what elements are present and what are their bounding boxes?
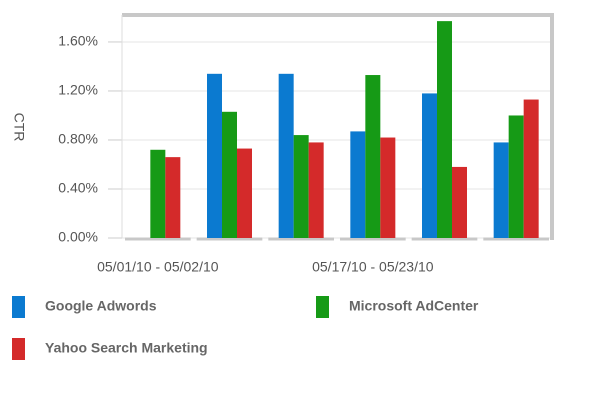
legend-text: Yahoo Search Marketing [45,340,208,356]
bar [437,21,452,238]
y-tick-label: 1.20% [58,82,98,98]
bar [422,93,437,239]
x-tick-label: 05/01/10 - 05/02/10 [97,259,219,275]
bar [237,148,252,238]
legend-swatch [12,338,25,360]
legend-swatch [12,296,25,318]
bar [508,115,524,238]
bar [165,157,181,238]
bar [523,99,539,239]
y-axis-label: CTR [11,113,27,142]
bar [207,73,222,238]
bar [222,111,237,238]
legend-text: Google Adwords [45,298,157,314]
x-tick-label: 05/17/10 - 05/23/10 [312,259,434,275]
bar [350,131,366,238]
bar [293,135,309,238]
bar [365,75,381,239]
bar [452,166,467,238]
bar [150,149,166,238]
legend-swatch [316,296,329,318]
y-tick-label: 0.80% [58,131,98,147]
bar [308,142,324,238]
y-tick-label: 0.40% [58,180,98,196]
bar [493,142,509,238]
legend-text: Microsoft AdCenter [349,298,479,314]
bar [380,137,396,238]
bar [278,73,294,238]
y-tick-label: 1.60% [58,33,98,49]
y-tick-label: 0.00% [58,229,98,245]
